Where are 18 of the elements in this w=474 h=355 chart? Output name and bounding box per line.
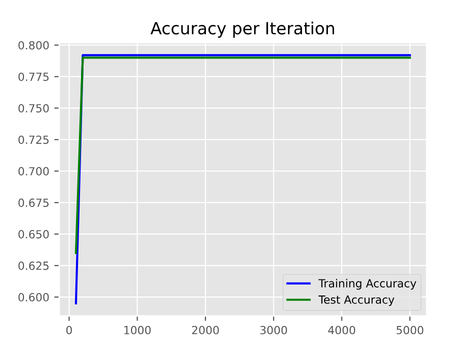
x-tick-label: 3000: [260, 326, 287, 334]
y-tick-label: 0.650: [18, 230, 49, 238]
x-tick-label: 4000: [328, 326, 356, 334]
y-tick-label: 0.725: [18, 136, 49, 144]
y-tick-label: 0.775: [18, 72, 49, 81]
y-tick-label: 0.750: [18, 104, 49, 112]
legend-label: Test Accuracy: [318, 296, 394, 306]
y-tick-label: 0.625: [18, 262, 49, 270]
x-tick-label: 5000: [396, 326, 424, 334]
x-tick-label: 1000: [124, 326, 151, 334]
y-tick-label: 0.700: [18, 167, 49, 176]
y-tick-label: 0.600: [18, 293, 49, 302]
y-tick-label: 0.800: [18, 41, 49, 50]
y-tick-label: 0.675: [18, 198, 49, 207]
x-tick-label: 0: [66, 326, 72, 334]
chart-title: Accuracy per Iteration: [150, 22, 334, 38]
legend-label: Training Accuracy: [318, 278, 416, 290]
x-tick-label: 2000: [192, 326, 219, 334]
